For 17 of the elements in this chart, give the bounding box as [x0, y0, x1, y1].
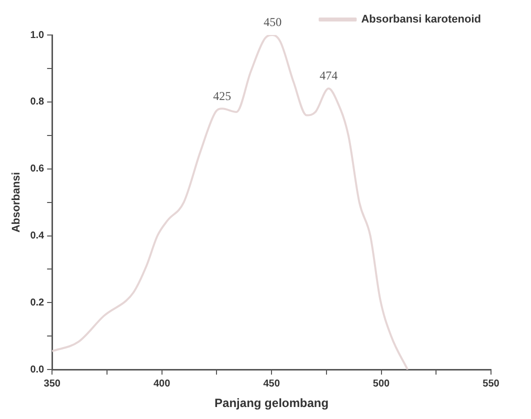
annotation: 425	[213, 88, 232, 103]
y-axis-title: Absorbansi	[10, 172, 23, 233]
y-tick-label: 0.6	[30, 164, 45, 175]
x-tick-label: 550	[482, 378, 500, 390]
x-tick-label: 350	[44, 378, 61, 390]
y-tick-label: 1.0	[30, 30, 45, 41]
y-tick-label: 0.2	[30, 297, 45, 308]
x-tick-label: 450	[263, 378, 280, 390]
y-tick-label: 0.4	[30, 230, 45, 242]
x-tick-label: 400	[153, 378, 171, 390]
annotation: 450	[264, 15, 282, 30]
annotation: 474	[320, 68, 338, 83]
y-tick-label: 0.8	[30, 96, 45, 108]
y-tick-label: 0.0	[30, 364, 45, 376]
x-tick-label: 500	[372, 378, 390, 390]
legend-label: Absorbansi karotenoid	[361, 14, 481, 26]
x-axis-title: Panjang gelombang	[214, 396, 329, 410]
